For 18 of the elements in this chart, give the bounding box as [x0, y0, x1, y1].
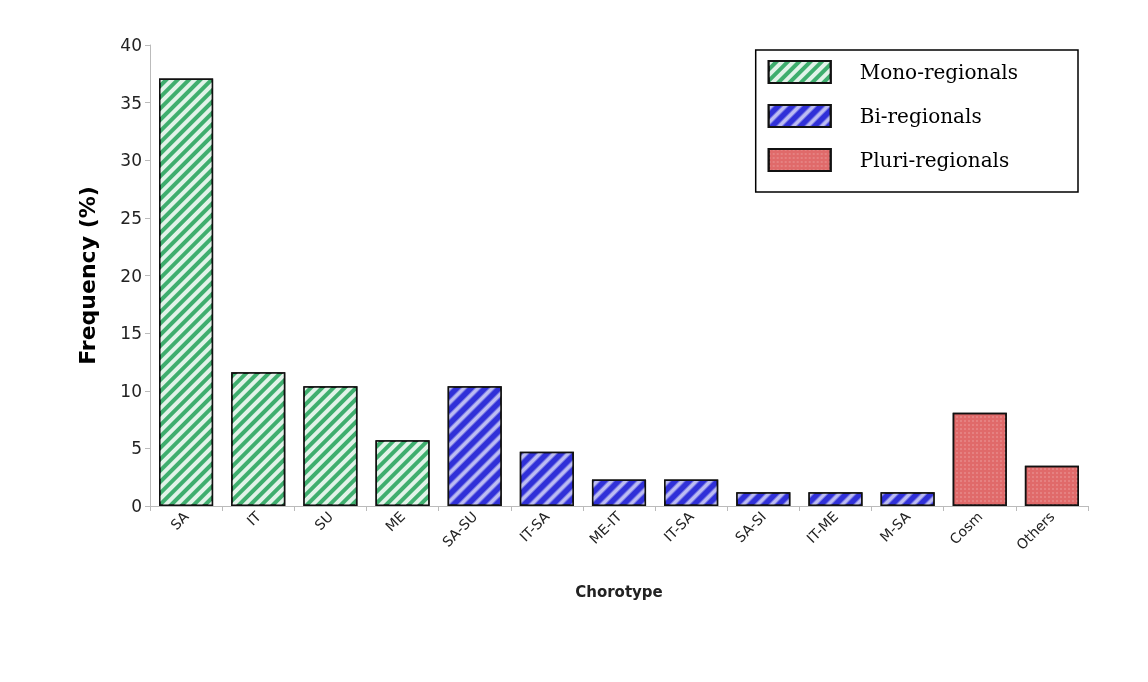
- y-axis-title: Frequency (%): [74, 186, 100, 365]
- y-tick-label: 0: [131, 496, 142, 516]
- legend-label: Mono-regionals: [859, 60, 1019, 84]
- x-tick-label: SU: [311, 508, 337, 534]
- x-tick-label: ME: [382, 508, 409, 535]
- y-tick-label: 40: [120, 35, 142, 55]
- x-axis-title: Chorotype: [575, 582, 663, 601]
- x-tick-label: IT: [243, 508, 265, 529]
- x-tick-label: SA: [167, 508, 193, 533]
- y-tick-label: 25: [120, 207, 142, 228]
- legend-label: Bi-regionals: [859, 104, 982, 128]
- y-tick-label: 15: [120, 323, 142, 344]
- y-tick-label: 20: [120, 265, 142, 286]
- y-tick-label: 35: [120, 92, 142, 113]
- y-tick-label: 30: [120, 150, 142, 171]
- y-tick-label: 5: [131, 438, 142, 459]
- y-tick-label: 10: [120, 380, 142, 401]
- legend-label: Pluri-regionals: [859, 148, 1010, 172]
